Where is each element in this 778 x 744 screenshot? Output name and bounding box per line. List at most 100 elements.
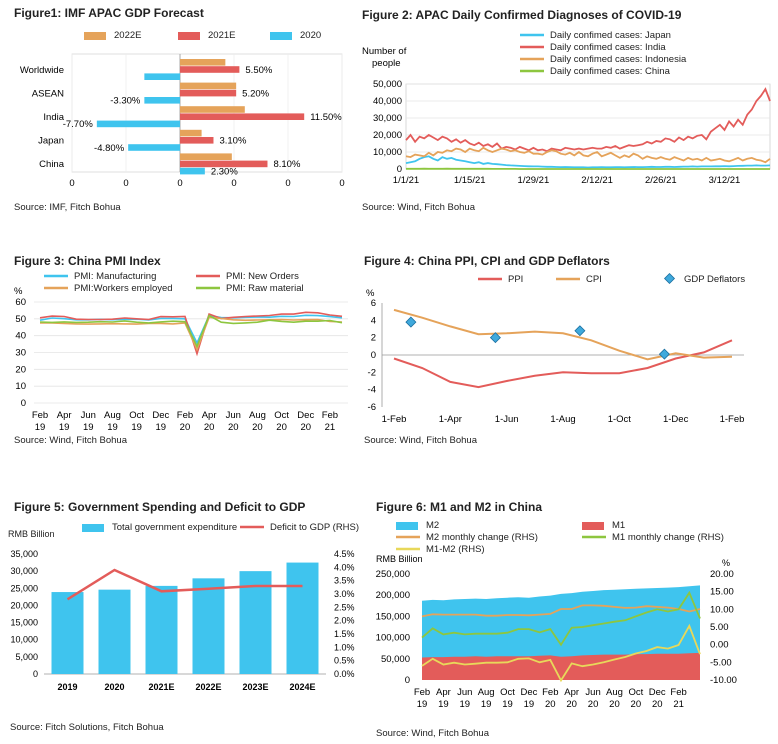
- bar-expenditure-2019: [51, 592, 84, 674]
- area-m1: [422, 652, 700, 680]
- y2-tick-label: 5.00: [710, 622, 729, 633]
- x-tick-label-month: Feb: [670, 687, 686, 698]
- y-tick-label: 4: [371, 315, 376, 326]
- bar-2021e-china: [180, 160, 268, 168]
- data-label: 5.20%: [242, 88, 269, 99]
- bar-expenditure-2024e: [286, 562, 319, 674]
- legend-swatch-2021e: [178, 32, 200, 40]
- y-tick-label: 10: [15, 381, 26, 392]
- gdp-deflator-marker: [405, 316, 417, 328]
- x-tick-label-month: Aug: [478, 687, 495, 698]
- x-tick-label-year: 19: [417, 699, 428, 710]
- y-tick-label: 10,000: [10, 635, 38, 645]
- y-axis-label: %: [14, 286, 23, 297]
- y-tick-label: 0: [405, 675, 410, 686]
- x-tick-label: 2023E: [242, 682, 268, 692]
- figure-1-panel: Figure1: IMF APAC GDP Forecast 2022E 2021…: [0, 0, 360, 220]
- figure-3-panel: Figure 3: China PMI Index PMI: Manufactu…: [0, 248, 360, 448]
- figure-6-chart: M2 M1 M2 monthly change (RHS) M1 monthly ch…: [376, 520, 737, 710]
- legend-label-gdp-deflators: GDP Deflators: [684, 274, 745, 285]
- legend-label-daily-confimed-cases-india: Daily confimed cases: India: [550, 42, 666, 53]
- x-tick-label: 1-Aug: [550, 414, 575, 425]
- y-tick-label: 250,000: [376, 569, 410, 580]
- x-tick-label-month: Jun: [81, 410, 96, 421]
- x-tick-label-month: Oct: [129, 410, 144, 421]
- y-tick-label: 2: [371, 333, 376, 344]
- series-line-m1-monthly-change-rhs: [421, 590, 701, 647]
- data-label: -4.80%: [94, 143, 125, 154]
- x-tick-label-month: Feb: [322, 410, 338, 421]
- x-tick-label: 3/12/21: [709, 175, 741, 186]
- y-tick-label: 150,000: [376, 611, 410, 622]
- y2-axis-label: %: [722, 558, 730, 568]
- bar-2020-japan: [128, 144, 180, 151]
- bar-expenditure-2022e: [192, 578, 225, 674]
- series-line-deficit-to-gdp: [66, 568, 303, 601]
- x-tick-label: 1-Feb: [720, 414, 745, 425]
- x-tick-label-year: 20: [252, 422, 263, 433]
- y-tick-label: 30,000: [373, 113, 402, 124]
- x-tick-label-year: 20: [180, 422, 191, 433]
- x-tick-label: 0: [69, 178, 74, 189]
- x-tick-label: 0: [177, 178, 182, 189]
- x-tick-label: 2022E: [195, 682, 221, 692]
- y-tick-label: 30,000: [10, 566, 38, 576]
- x-tick-label-year: 20: [652, 699, 663, 710]
- y-tick-label: 20,000: [10, 600, 38, 610]
- y-tick-label: 6: [371, 298, 376, 309]
- series-line-daily-confimed-cases-indonesia: [405, 146, 771, 164]
- x-tick-label: 1-Oct: [608, 414, 632, 425]
- x-tick-label: 2024E: [289, 682, 315, 692]
- y2-tick-label: 4.5%: [334, 549, 355, 559]
- y2-tick-label: 4.0%: [334, 562, 355, 572]
- figure-2-panel: Figure 2: APAC Daily Confirmed Diagnoses…: [360, 0, 778, 220]
- x-tick-label: 2/12/21: [581, 175, 613, 186]
- y2-tick-label: -10.00: [710, 675, 737, 686]
- data-label: 11.50%: [310, 112, 342, 123]
- bar-expenditure-2021e: [145, 585, 178, 674]
- y-axis-label-line1: Number of: [362, 46, 407, 57]
- y2-tick-label: 2.5%: [334, 602, 355, 612]
- category-label: China: [39, 159, 65, 170]
- figure-5-source: Source: Fitch Solutions, Fitch Bohua: [10, 722, 164, 733]
- legend-label-m1-monthly-change-rhs: M1 monthly change (RHS): [612, 532, 724, 543]
- figure-5-chart: Total government expenditure Deficit to G…: [8, 522, 359, 692]
- x-tick-label-year: 19: [481, 699, 492, 710]
- data-label: 8.10%: [273, 159, 300, 170]
- x-tick-label-month: Oct: [628, 687, 643, 698]
- x-tick-label-year: 20: [228, 422, 239, 433]
- x-tick-label: 2/26/21: [645, 175, 677, 186]
- legend-label-daily-confimed-cases-japan: Daily confimed cases: Japan: [550, 30, 671, 41]
- y-tick-label: 15,000: [10, 618, 38, 628]
- x-tick-label: 0: [123, 178, 128, 189]
- figure-1-chart: 2022E 2021E 2020 0 0 0 0 0 0 Worldwide ASEAN India J…: [20, 30, 345, 189]
- x-tick-label-month: Jun: [226, 410, 241, 421]
- x-tick-label-year: 20: [566, 699, 577, 710]
- x-tick-label: 1/29/21: [518, 175, 550, 186]
- figure-3-chart: PMI: Manufacturing PMI: New Orders PMI:Wor…: [14, 271, 348, 433]
- x-tick-label-year: 19: [59, 422, 70, 433]
- y-tick-label: 0: [33, 669, 38, 679]
- x-tick-label: 1-Apr: [439, 414, 462, 425]
- legend-label-m2-monthly-change-rhs: M2 monthly change (RHS): [426, 532, 538, 543]
- y-tick-label: -6: [368, 402, 376, 413]
- x-tick-label-year: 19: [107, 422, 118, 433]
- x-tick-label-month: Feb: [32, 410, 48, 421]
- legend-label-pmi-workers-employed: PMI:Workers employed: [74, 283, 173, 294]
- figure-4-chart: PPI CPI GDP Deflators% -6 -4 -2 0 2 4 6 1-Feb 1-Apr…: [366, 272, 745, 425]
- figure-5-panel: Figure 5: Government Spending and Defici…: [0, 494, 360, 744]
- category-label: Japan: [38, 136, 64, 147]
- legend-label-pmi-manufacturing: PMI: Manufacturing: [74, 271, 156, 282]
- series-line-pmi-workers-employed: [39, 316, 343, 352]
- legend-label-m2: M2: [426, 520, 439, 531]
- x-tick-label-year: 19: [459, 699, 470, 710]
- y2-tick-label: 0.5%: [334, 656, 355, 666]
- y-axis-label: RMB Billion: [376, 554, 423, 564]
- y2-tick-label: 10.00: [710, 604, 734, 615]
- bar-2022e-china: [180, 153, 232, 160]
- x-tick-label-year: 21: [325, 422, 336, 433]
- data-label: -3.30%: [110, 96, 141, 107]
- x-tick-label-month: Apr: [564, 687, 579, 698]
- data-label: -7.70%: [63, 119, 94, 130]
